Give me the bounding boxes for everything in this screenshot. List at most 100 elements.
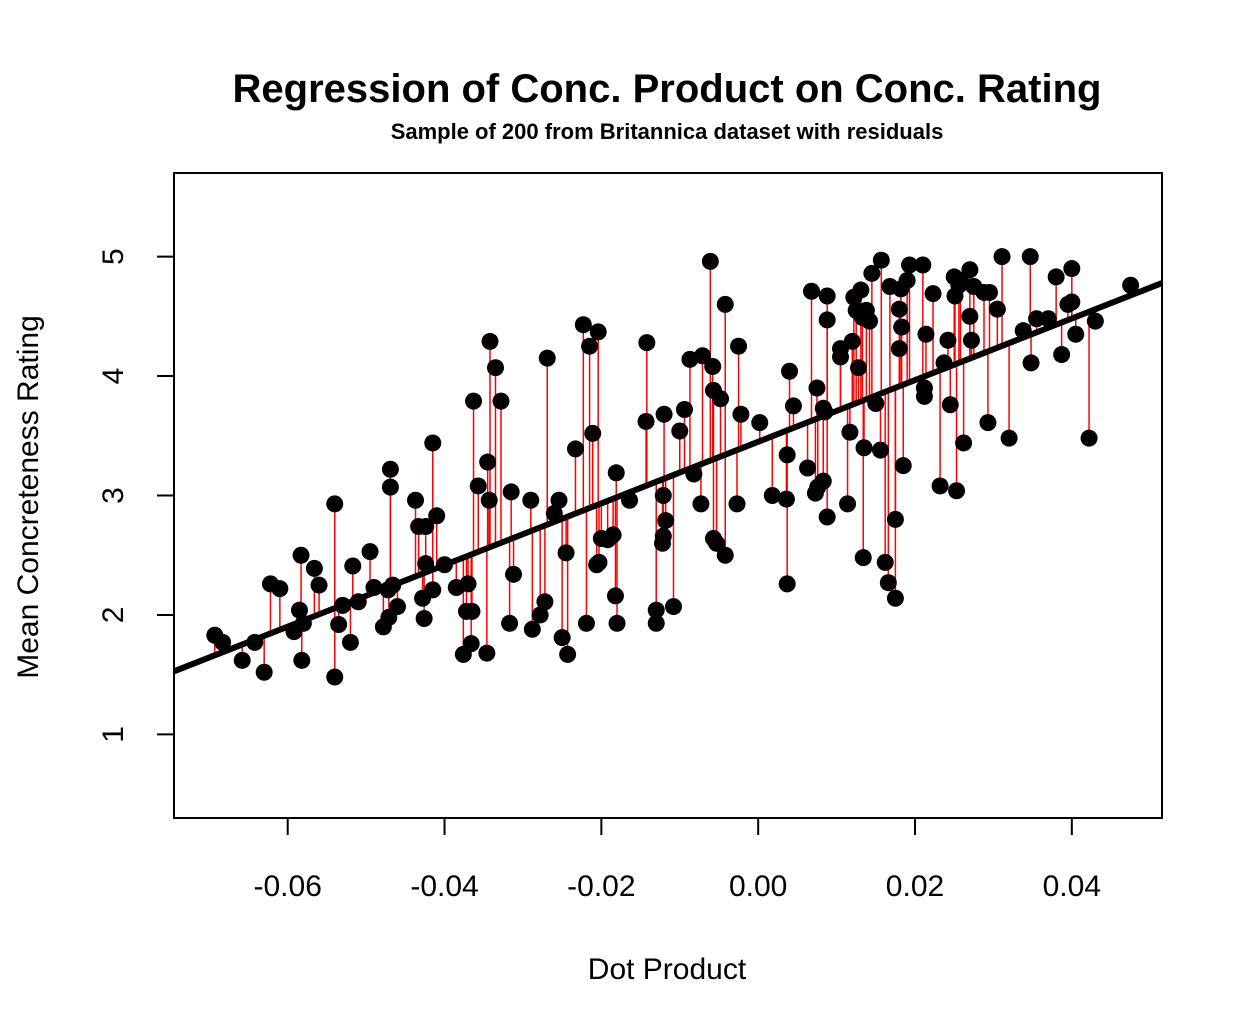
data-point bbox=[816, 403, 834, 421]
data-point bbox=[704, 358, 722, 375]
data-point bbox=[961, 307, 979, 325]
data-point bbox=[1021, 248, 1039, 266]
data-point bbox=[961, 261, 979, 279]
data-point bbox=[1080, 429, 1098, 447]
data-point bbox=[214, 633, 232, 651]
data-point bbox=[589, 323, 607, 341]
data-point bbox=[777, 490, 795, 508]
data-point bbox=[917, 325, 935, 343]
data-point bbox=[255, 663, 273, 681]
data-point bbox=[915, 387, 933, 405]
data-point bbox=[606, 587, 624, 605]
data-point bbox=[799, 459, 817, 477]
data-point bbox=[381, 460, 399, 478]
data-point bbox=[894, 457, 912, 475]
data-point bbox=[901, 256, 919, 274]
data-point bbox=[675, 401, 693, 418]
data-point bbox=[478, 644, 496, 662]
data-point bbox=[271, 580, 289, 598]
data-point bbox=[716, 295, 734, 313]
data-point bbox=[872, 251, 890, 269]
x-tick-label: -0.06 bbox=[254, 870, 322, 903]
x-axis: -0.06 -0.04 -0.02 0.00 0.02 0.04 bbox=[254, 818, 1101, 903]
data-point bbox=[621, 491, 639, 509]
data-point bbox=[637, 412, 655, 430]
data-point bbox=[1067, 325, 1085, 343]
data-point bbox=[808, 379, 826, 397]
data-point bbox=[1022, 354, 1040, 372]
data-point bbox=[1000, 429, 1018, 447]
data-point bbox=[871, 441, 889, 459]
data-point bbox=[854, 549, 872, 567]
points-layer bbox=[206, 248, 1140, 686]
data-point bbox=[505, 565, 523, 583]
data-point bbox=[559, 645, 577, 663]
data-point bbox=[480, 491, 498, 509]
data-point bbox=[428, 507, 446, 525]
data-point bbox=[657, 512, 675, 530]
data-point bbox=[1039, 310, 1057, 328]
data-point bbox=[708, 534, 726, 552]
data-point bbox=[436, 556, 454, 574]
data-point bbox=[536, 593, 554, 611]
regression-line-layer bbox=[172, 280, 1164, 675]
data-point bbox=[893, 318, 911, 336]
data-point bbox=[233, 651, 251, 669]
data-point bbox=[781, 362, 799, 380]
data-point bbox=[581, 337, 599, 355]
data-point bbox=[1028, 310, 1046, 328]
data-point bbox=[415, 610, 433, 628]
x-tick-label: -0.04 bbox=[410, 870, 478, 903]
data-point bbox=[469, 477, 487, 495]
data-point bbox=[538, 349, 556, 367]
data-point bbox=[712, 390, 730, 408]
data-point bbox=[685, 465, 703, 483]
data-point bbox=[550, 491, 568, 509]
data-point bbox=[481, 332, 499, 350]
data-point bbox=[654, 527, 672, 545]
x-axis-label: Dot Product bbox=[588, 953, 747, 986]
data-point bbox=[784, 397, 802, 415]
data-point bbox=[523, 620, 541, 638]
data-point bbox=[344, 557, 362, 575]
data-point bbox=[1063, 260, 1081, 278]
data-point bbox=[459, 575, 477, 593]
data-point bbox=[1063, 293, 1081, 311]
data-point bbox=[962, 331, 980, 349]
data-point bbox=[980, 283, 998, 301]
data-point bbox=[935, 354, 953, 372]
data-point bbox=[553, 629, 571, 647]
y-tick-label: 4 bbox=[97, 368, 130, 385]
data-point bbox=[545, 504, 563, 522]
data-point bbox=[647, 601, 665, 619]
y-axis-label: Mean Concreteness Rating bbox=[12, 315, 45, 679]
data-point bbox=[839, 495, 857, 513]
data-point bbox=[855, 439, 873, 457]
data-point bbox=[463, 602, 481, 620]
data-point bbox=[607, 464, 625, 482]
data-point bbox=[898, 272, 916, 289]
data-point bbox=[979, 414, 997, 432]
data-point bbox=[590, 553, 608, 571]
data-point bbox=[867, 395, 885, 413]
data-point bbox=[305, 559, 323, 577]
data-point bbox=[778, 575, 796, 593]
data-point bbox=[732, 405, 750, 423]
data-point bbox=[955, 434, 973, 452]
data-point bbox=[852, 281, 870, 299]
data-point bbox=[843, 332, 861, 350]
data-point bbox=[778, 446, 796, 464]
data-point bbox=[531, 606, 549, 624]
data-point bbox=[751, 414, 769, 432]
data-point bbox=[584, 424, 602, 442]
data-point bbox=[890, 300, 908, 318]
y-tick-label: 5 bbox=[97, 248, 130, 265]
data-point bbox=[671, 422, 689, 440]
x-tick-label: 0.02 bbox=[886, 870, 944, 903]
data-point bbox=[574, 316, 592, 334]
data-point bbox=[694, 347, 712, 365]
data-point bbox=[924, 285, 942, 303]
data-point bbox=[330, 616, 348, 633]
y-tick-label: 1 bbox=[97, 726, 130, 743]
data-point bbox=[479, 453, 497, 471]
